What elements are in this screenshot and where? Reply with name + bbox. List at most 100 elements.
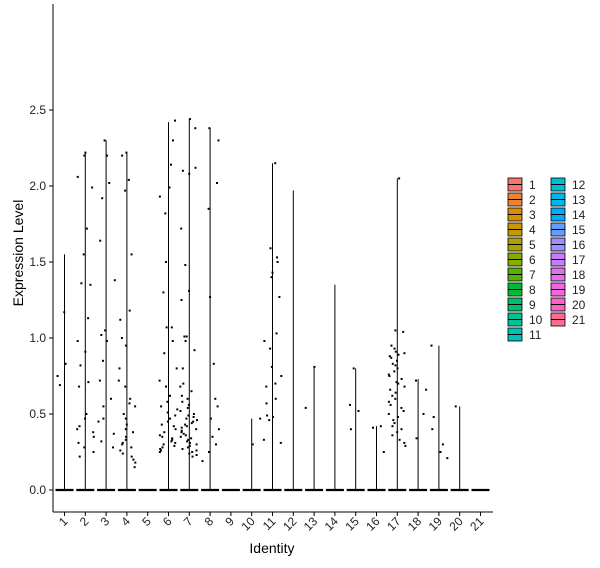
data-point [189,441,191,444]
data-point [103,139,106,142]
data-point [184,264,187,266]
data-point [189,118,191,121]
data-point [391,394,394,397]
data-point [105,340,108,342]
data-point [393,347,396,350]
legend-label: 6 [529,253,536,267]
data-point [186,440,189,443]
data-point [112,446,114,449]
data-point [304,406,307,409]
data-point [159,448,162,450]
data-point [101,197,104,200]
legend-label: 9 [529,298,536,312]
data-point [274,162,277,165]
legend-item-9: 9 [507,297,536,312]
y-tick-label: 2.5 [29,103,46,117]
data-point [117,379,120,382]
data-point [174,119,176,122]
data-point [158,451,161,453]
data-point [392,419,395,422]
data-point [89,283,92,286]
data-point [118,367,121,370]
data-point [280,375,283,377]
data-point [124,189,127,192]
data-point [400,428,403,431]
x-tick-label: 21 [467,514,487,534]
legend-label: 3 [529,208,536,222]
data-point [124,438,127,441]
data-point [389,388,392,391]
data-point [102,417,105,420]
data-point [396,431,399,434]
data-point [125,435,127,438]
x-tick-label: 2 [77,514,92,529]
data-point [132,431,134,434]
data-point [180,431,183,434]
data-point [76,175,79,178]
data-point [396,367,399,370]
data-point [192,413,195,415]
data-point [85,227,88,230]
x-axis-title: Identity [249,540,294,556]
data-point [394,329,397,332]
data-point [394,397,397,400]
data-point [187,414,190,417]
data-point [272,416,274,418]
data-point [390,356,393,359]
axes: 0.00.51.01.52.02.51 2 3 4 5 6 7 8 9 10 11 12 13 14 15 1… [29,4,493,534]
data-point [160,449,162,452]
data-point [174,428,177,431]
data-point [180,429,183,432]
data-point [184,434,187,437]
x-tick-label: 5 [139,514,154,529]
data-point [191,455,194,458]
data-point [214,397,217,400]
data-point [209,296,212,298]
legend-item-2: 2 [507,192,536,207]
data-point [352,367,355,370]
legend-item-5: 5 [507,237,536,252]
data-point [349,428,352,431]
data-point [379,425,382,428]
data-point [180,299,183,301]
data-point [171,437,174,440]
data-point [78,455,81,458]
data-point [130,446,133,449]
legend-label: 18 [572,268,586,282]
data-point [217,139,220,142]
data-point [99,239,102,242]
data-point [208,451,210,453]
data-point [161,446,164,449]
data-point [172,139,174,142]
data-point [133,466,136,469]
data-point [268,419,271,422]
data-point [208,127,211,130]
data-point [181,448,184,450]
legend-item-14: 14 [550,207,586,222]
data-point [179,435,182,438]
y-tick-label: 0.5 [29,407,46,421]
data-point [190,437,193,440]
data-point [185,425,188,428]
data-point [194,166,197,169]
data-point [97,420,100,423]
data-point [171,438,174,441]
data-point [372,426,374,429]
data-point [130,253,133,256]
data-point [180,426,183,429]
data-point [128,402,131,405]
data-point [127,178,130,181]
data-point [184,340,187,342]
data-point [79,364,82,367]
data-point [192,420,195,423]
data-point [110,397,112,400]
legend-label: 8 [529,283,536,297]
data-point [64,362,67,365]
data-point [212,362,215,365]
data-point [76,340,79,342]
data-point [92,435,95,438]
data-point [259,417,262,420]
legend-label: 20 [572,298,586,312]
data-point [274,382,277,385]
